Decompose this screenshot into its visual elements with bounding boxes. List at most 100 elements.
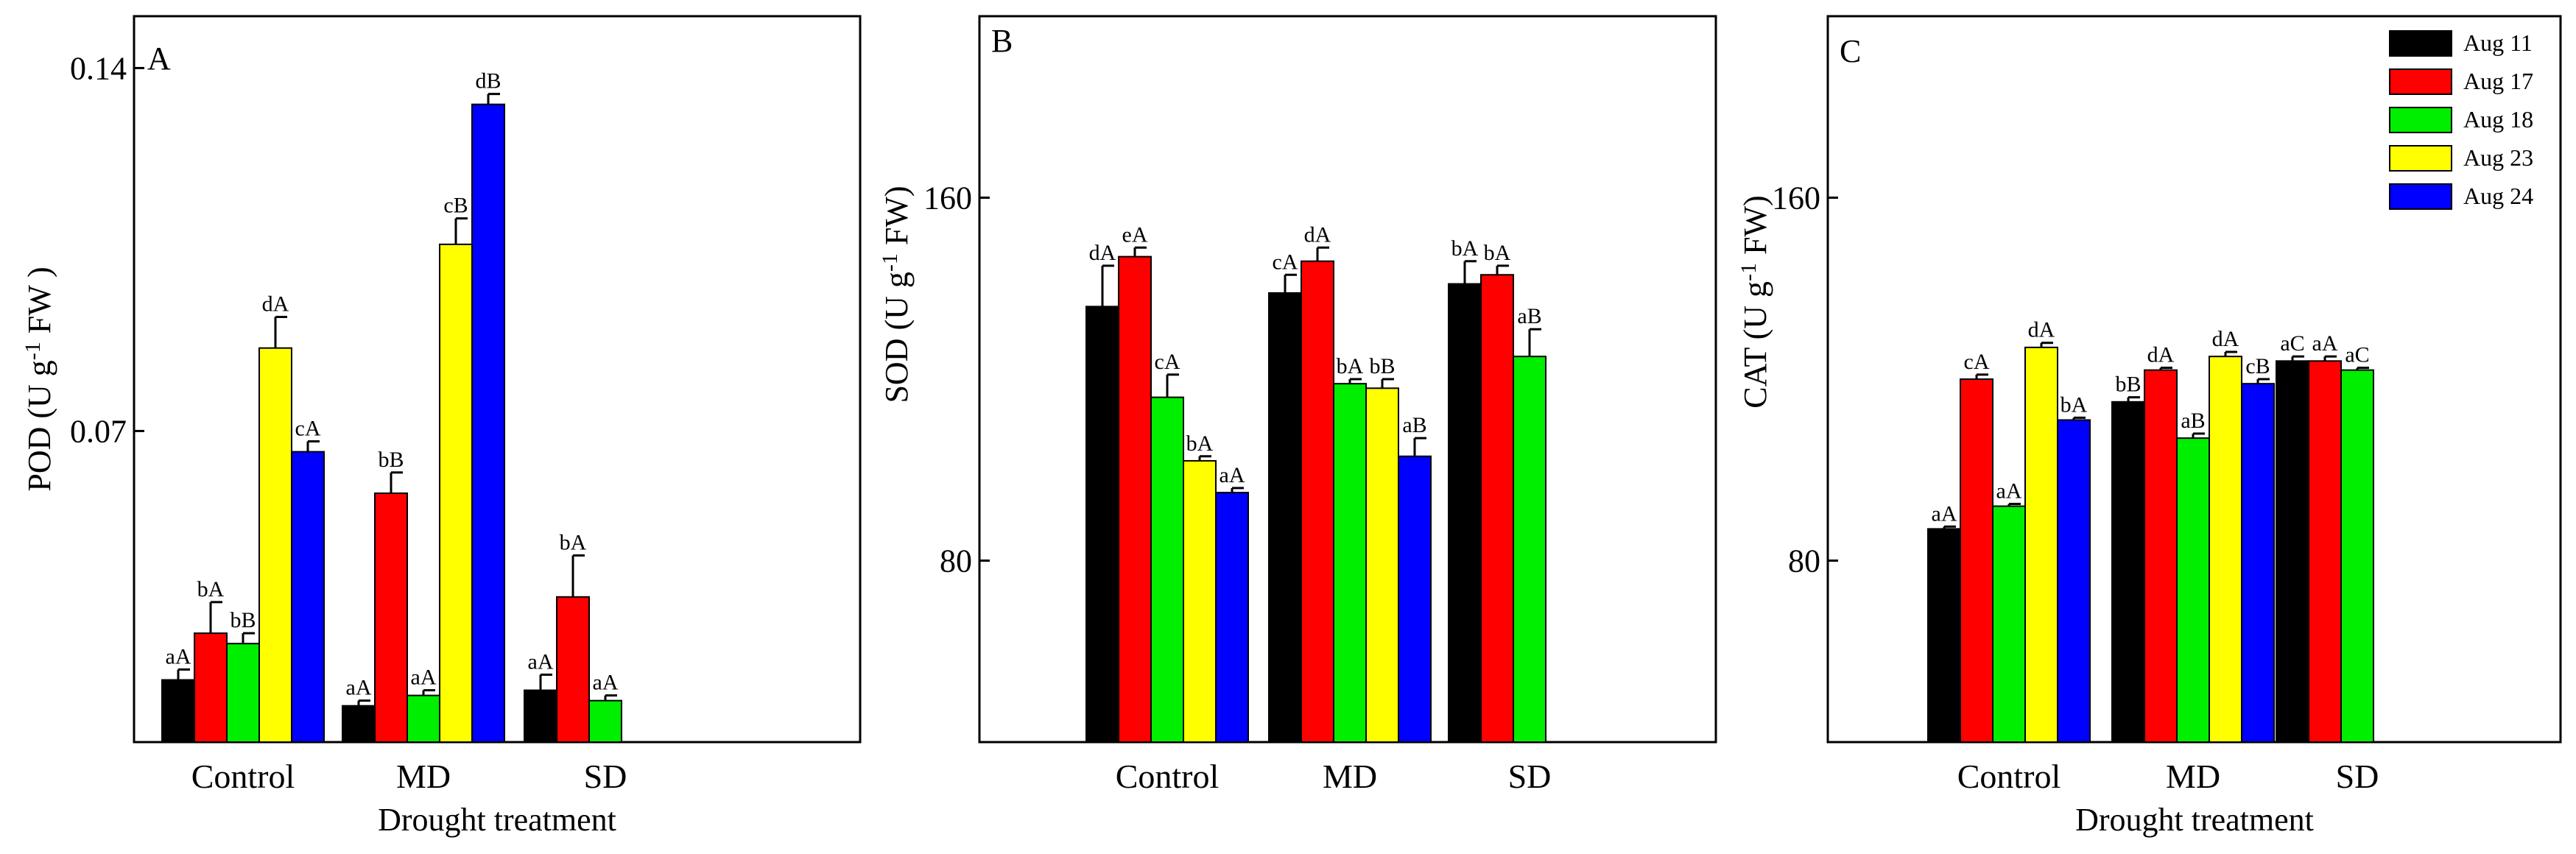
y-axis-title-end: FW) bbox=[879, 186, 915, 253]
significance-label: aA bbox=[1996, 479, 2022, 503]
bar bbox=[291, 451, 325, 743]
bar bbox=[524, 689, 557, 743]
significance-label: aA bbox=[166, 644, 191, 668]
significance-label: aB bbox=[2181, 409, 2205, 433]
bar bbox=[1398, 455, 1432, 743]
significance-label: aC bbox=[2345, 343, 2369, 367]
significance-label: aA bbox=[346, 676, 372, 700]
significance-label: aA bbox=[593, 671, 619, 695]
y-axis-title-main: POD (U g bbox=[21, 360, 57, 491]
significance-label: aB bbox=[1517, 304, 1541, 328]
legend-label: Aug 23 bbox=[2463, 144, 2533, 171]
panel-letter: C bbox=[1840, 33, 1861, 69]
significance-label: cA bbox=[1155, 350, 1180, 374]
x-tick-label: MD bbox=[1323, 758, 1377, 795]
x-tick-label: SD bbox=[2336, 758, 2379, 795]
significance-label: bA bbox=[1451, 236, 1479, 261]
legend-swatch bbox=[2389, 145, 2452, 172]
bar bbox=[471, 103, 505, 743]
y-tick-label: 80 bbox=[940, 543, 972, 579]
legend-swatch bbox=[2389, 68, 2452, 95]
significance-label: aA bbox=[1220, 463, 1245, 487]
bar bbox=[1365, 387, 1399, 743]
bar bbox=[1960, 378, 1993, 743]
legend: Aug 11 Aug 17 Aug 18 Aug 23 Aug 24 bbox=[2389, 29, 2533, 210]
significance-label: bA bbox=[1186, 431, 1214, 456]
x-tick-label: Control bbox=[191, 758, 295, 795]
bar bbox=[2057, 419, 2091, 744]
bar bbox=[1215, 492, 1249, 743]
bar bbox=[588, 699, 622, 744]
bar bbox=[1268, 292, 1302, 744]
significance-label: dA bbox=[2212, 327, 2239, 351]
legend-label: Aug 11 bbox=[2463, 29, 2533, 56]
y-tick-label: 80 bbox=[1788, 543, 1820, 579]
significance-label: bB bbox=[2115, 373, 2141, 397]
bar bbox=[194, 632, 228, 743]
panel-letter: A bbox=[147, 40, 171, 77]
bar bbox=[1927, 528, 1961, 743]
panel-c: C CAT (U g-1 FW) Drought treatment 80 160… bbox=[1736, 15, 2562, 838]
y-axis-title-sup: -1 bbox=[1736, 263, 1761, 281]
y-axis-title-sup: -1 bbox=[21, 342, 45, 360]
significance-label: aA bbox=[528, 649, 554, 674]
legend-swatch bbox=[2389, 30, 2452, 57]
significance-label: bA bbox=[197, 577, 225, 601]
bar bbox=[1150, 396, 1184, 744]
significance-label: dA bbox=[2028, 318, 2055, 342]
bar bbox=[1513, 356, 1546, 743]
significance-label: aA bbox=[411, 666, 437, 690]
significance-label: cA bbox=[295, 417, 321, 441]
x-tick-label: SD bbox=[584, 758, 627, 795]
bar bbox=[1183, 459, 1217, 743]
significance-label: dA bbox=[2147, 343, 2175, 367]
bar bbox=[226, 643, 260, 744]
significance-label: dA bbox=[262, 292, 289, 316]
significance-label: bB bbox=[230, 608, 256, 632]
bar bbox=[161, 679, 195, 743]
y-axis-title: CAT (U g-1 FW) bbox=[1736, 195, 1773, 408]
bar bbox=[2111, 400, 2145, 743]
bar bbox=[1085, 306, 1119, 743]
significance-label: aC bbox=[2280, 331, 2304, 356]
y-axis-title-sup: -1 bbox=[878, 253, 902, 272]
x-tick-label: SD bbox=[1508, 758, 1552, 795]
bar bbox=[407, 694, 440, 743]
y-tick-label: 160 bbox=[1772, 180, 1820, 216]
y-axis-title-end: FW) bbox=[1737, 195, 1773, 263]
significance-label: dA bbox=[1304, 222, 1331, 247]
bar bbox=[2340, 369, 2374, 743]
y-axis-title: POD (U g-1 FW ) bbox=[21, 267, 57, 491]
bar bbox=[2241, 383, 2275, 743]
bar bbox=[1301, 260, 1334, 743]
y-axis-title-main: CAT (U g bbox=[1737, 281, 1773, 409]
panel-letter: B bbox=[991, 23, 1013, 59]
bar bbox=[1480, 274, 1514, 743]
bar bbox=[2144, 369, 2178, 743]
x-tick-label: MD bbox=[396, 758, 451, 795]
significance-label: dB bbox=[475, 69, 501, 93]
bar bbox=[1448, 283, 1482, 743]
significance-label: cB bbox=[2245, 354, 2270, 378]
significance-label: aA bbox=[1932, 501, 1957, 526]
y-axis-title-main: SOD (U g bbox=[879, 272, 915, 403]
bar bbox=[1992, 505, 2026, 743]
legend-label: Aug 24 bbox=[2463, 183, 2533, 209]
significance-label: aB bbox=[1402, 413, 1426, 437]
bar bbox=[1333, 383, 1367, 743]
significance-label: cB bbox=[443, 194, 468, 218]
significance-label: bA bbox=[1484, 241, 1511, 265]
significance-label: bA bbox=[1337, 354, 1364, 378]
x-axis-title: Drought treatment bbox=[2075, 802, 2314, 838]
legend-label: Aug 17 bbox=[2463, 68, 2533, 94]
bar bbox=[2176, 437, 2210, 743]
bar bbox=[374, 492, 408, 743]
bar bbox=[2209, 356, 2242, 743]
significance-label: bB bbox=[378, 448, 404, 472]
legend-swatch bbox=[2389, 183, 2452, 210]
significance-label: aA bbox=[2312, 331, 2338, 356]
